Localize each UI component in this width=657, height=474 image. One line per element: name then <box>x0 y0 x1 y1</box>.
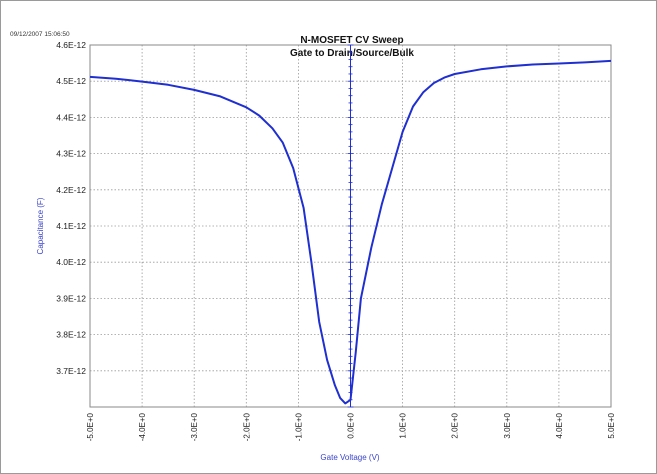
y-tick-label: 3.7E-12 <box>56 366 86 376</box>
cv-curve <box>89 59 612 405</box>
y-tick-label: 3.8E-12 <box>56 330 86 340</box>
x-tick-labels: -5.0E+0 -4.0E+0 -3.0E+0 -2.0E+0 -1.0E+0 0.0E+… <box>86 412 616 441</box>
x-tick-label: -2.0E+0 <box>242 412 251 441</box>
x-tick-label: 3.0E+0 <box>503 412 512 438</box>
timestamp: 09/12/2007 15:06:50 <box>10 31 70 38</box>
x-tick-label: 1.0E+0 <box>399 412 408 438</box>
y-tick-label: 4.2E-12 <box>56 185 86 195</box>
x-axis-label: Gate Voltage (V) <box>320 453 379 462</box>
x-tick-label: -5.0E+0 <box>86 412 95 441</box>
x-tick-label: 5.0E+0 <box>607 412 616 438</box>
chart-subtitle: Gate to Drain/Source/Bulk <box>290 48 414 59</box>
x-tick-label: -4.0E+0 <box>138 412 147 441</box>
y-tick-label: 4.3E-12 <box>56 149 86 159</box>
chart-title: N-MOSFET CV Sweep <box>300 35 403 46</box>
series-layer <box>89 59 612 405</box>
y-tick-labels: 3.7E-12 3.8E-12 3.9E-12 4.0E-12 4.1E-12 4.2E-… <box>56 40 86 376</box>
x-tick-label: -1.0E+0 <box>294 412 303 441</box>
x-tick-label: 2.0E+0 <box>451 412 460 438</box>
x-tick-label: 0.0E+0 <box>347 412 356 438</box>
y-tick-label: 4.0E-12 <box>56 257 86 267</box>
y-tick-label: 4.1E-12 <box>56 221 86 231</box>
y-tick-label: 3.9E-12 <box>56 293 86 303</box>
y-tick-label: 4.6E-12 <box>56 40 86 50</box>
x-tick-label: 4.0E+0 <box>555 412 564 438</box>
y-tick-label: 4.5E-12 <box>56 76 86 86</box>
y-axis-label: Capacitance (F) <box>36 197 45 254</box>
x-tick-label: -3.0E+0 <box>190 412 199 441</box>
zero-axis <box>347 44 354 408</box>
y-tick-label: 4.4E-12 <box>56 112 86 122</box>
